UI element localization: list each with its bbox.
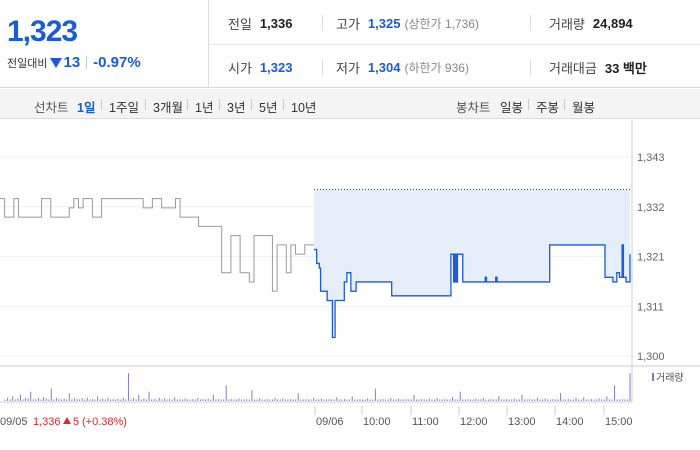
previous-day-line bbox=[0, 198, 314, 292]
up-triangle-icon bbox=[63, 417, 71, 424]
x-tick-label: 14:00 bbox=[556, 416, 584, 428]
prev-day-change: 5 bbox=[73, 416, 79, 428]
divider bbox=[530, 59, 531, 75]
today-area-fill bbox=[314, 189, 630, 338]
quote-header: 1,323 전일대비 13 -0.97% 전일 1,336 고가 1,325 (… bbox=[0, 0, 700, 88]
divider bbox=[528, 99, 529, 110]
change-amount: 13 bbox=[63, 54, 81, 71]
open-label: 시가 bbox=[228, 60, 252, 76]
y-tick-label: 1,321 bbox=[637, 252, 665, 264]
divider bbox=[283, 99, 284, 110]
chart-toolbar: 선차트 1일 1주일 3개월 1년 3년 5년 10년 봉차트 일봉 주봉 월봉 bbox=[0, 89, 700, 119]
amount-cell: 거래대금 33 백만 bbox=[549, 45, 647, 89]
summary-row-divider bbox=[209, 44, 700, 45]
low-label: 저가 bbox=[336, 60, 360, 76]
high-value: 1,325 bbox=[367, 15, 401, 31]
y-tick-label: 1,300 bbox=[637, 351, 665, 363]
divider bbox=[145, 99, 146, 110]
lower-limit: (하한가 936) bbox=[404, 60, 469, 75]
high-label: 고가 bbox=[336, 16, 360, 32]
period-1y[interactable]: 1년 bbox=[195, 101, 214, 115]
intraday-chart: 1,343 1,332 1,321 1,311 1,300 거래량 09/05 09/06 10… bbox=[0, 120, 700, 428]
change-divider bbox=[86, 56, 88, 69]
period-3m[interactable]: 3개월 bbox=[153, 101, 183, 115]
x-tick-label: 15:00 bbox=[605, 416, 633, 428]
prev-day-rate: (+0.38%) bbox=[82, 416, 127, 428]
period-5y[interactable]: 5년 bbox=[259, 101, 278, 115]
candle-monthly[interactable]: 월봉 bbox=[572, 101, 596, 115]
line-chart-label: 선차트 bbox=[34, 101, 69, 115]
candle-weekly[interactable]: 주봉 bbox=[536, 101, 560, 115]
y-tick-label: 1,343 bbox=[637, 152, 665, 164]
period-1d[interactable]: 1일 bbox=[77, 101, 96, 115]
divider bbox=[322, 15, 323, 31]
upper-limit: (상한가 1,736) bbox=[404, 16, 479, 31]
x-tick-label: 11:00 bbox=[412, 416, 439, 428]
x-tick-label: 12:00 bbox=[460, 416, 488, 428]
open-value: 1,323 bbox=[259, 59, 293, 75]
change-label: 전일대비 bbox=[7, 57, 48, 70]
open-cell: 시가 1,323 bbox=[228, 45, 292, 89]
candle-chart-label: 봉차트 bbox=[456, 101, 491, 115]
divider bbox=[251, 99, 252, 110]
volume-legend-swatch bbox=[652, 373, 654, 381]
divider bbox=[187, 99, 188, 110]
prev-close-label: 전일 bbox=[228, 16, 252, 32]
divider bbox=[564, 99, 565, 110]
low-cell: 저가 1,304 (하한가 936) bbox=[336, 45, 469, 89]
volume-cell: 거래량 24,894 bbox=[549, 1, 633, 45]
period-1w[interactable]: 1주일 bbox=[109, 101, 139, 115]
x-tick-label: 13:00 bbox=[508, 416, 536, 428]
period-10y[interactable]: 10년 bbox=[291, 101, 317, 115]
today-price-line bbox=[314, 244, 631, 339]
divider bbox=[530, 15, 531, 31]
divider bbox=[219, 99, 220, 110]
prev-close-cell: 전일 1,336 bbox=[228, 1, 292, 45]
divider bbox=[322, 59, 323, 75]
x-tick-label: 09/05 bbox=[0, 416, 28, 428]
y-tick-label: 1,311 bbox=[637, 301, 664, 313]
volume-value: 24,894 bbox=[592, 15, 633, 31]
current-price: 1,323 bbox=[7, 15, 78, 48]
amount-value: 33 백만 bbox=[604, 60, 647, 76]
low-value: 1,304 bbox=[367, 59, 401, 75]
volume-legend-label: 거래량 bbox=[656, 372, 684, 384]
y-tick-label: 1,332 bbox=[637, 202, 665, 214]
amount-label: 거래대금 bbox=[549, 60, 597, 76]
prev-close-value: 1,336 bbox=[259, 15, 293, 31]
price-block: 1,323 전일대비 13 -0.97% bbox=[0, 0, 209, 88]
change-row: 전일대비 13 -0.97% bbox=[7, 54, 141, 71]
divider bbox=[101, 99, 102, 110]
change-rate: -0.97% bbox=[93, 54, 141, 71]
volume-label: 거래량 bbox=[549, 16, 585, 32]
down-triangle-icon bbox=[50, 57, 63, 68]
high-cell: 고가 1,325 (상한가 1,736) bbox=[336, 1, 479, 45]
x-tick-label: 10:00 bbox=[363, 416, 391, 428]
prev-day-close: 1,336 bbox=[33, 416, 61, 428]
candle-daily[interactable]: 일봉 bbox=[500, 101, 524, 115]
x-tick-label: 09/06 bbox=[316, 416, 344, 428]
period-3y[interactable]: 3년 bbox=[227, 101, 246, 115]
